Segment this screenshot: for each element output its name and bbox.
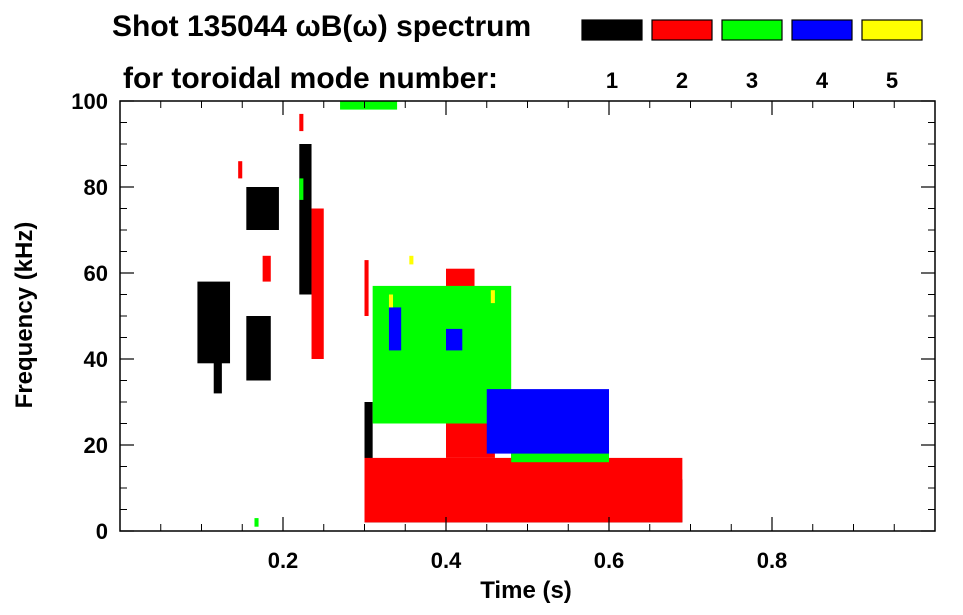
y-tick-label: 40: [84, 347, 108, 372]
spectrum-patch-mode-2: [238, 161, 243, 179]
spectrum-patch-mode-2: [299, 113, 304, 132]
spectrum-patch-mode-5: [388, 294, 394, 308]
spectrum-patch-mode-2: [311, 208, 324, 359]
legend-label-mode-1: 1: [606, 68, 618, 93]
legend-label-mode-4: 4: [816, 68, 829, 93]
y-tick-label: 20: [84, 433, 108, 458]
spectrum-patch-mode-2: [364, 457, 683, 523]
x-tick-label: 0.6: [594, 548, 625, 573]
mode-legend: 1 2 3 4 5: [581, 19, 923, 93]
y-tick-label: 0: [96, 519, 108, 544]
spectrum-patch-mode-2: [364, 260, 369, 316]
legend-label-mode-2: 2: [676, 68, 688, 93]
spectrum-patch-mode-5: [409, 255, 414, 265]
axis-ticks: 0.2 0.4 0.6 0.8 0 20 40 60 80 100: [71, 89, 935, 573]
y-tick-label: 100: [71, 89, 108, 114]
spectrum-patch-mode-5: [490, 290, 495, 304]
spectrum-patch-mode-1: [246, 187, 279, 230]
x-tick-label: 0.2: [268, 548, 299, 573]
x-tick-label: 0.4: [431, 548, 462, 573]
spectrum-patch-mode-1: [197, 281, 231, 364]
spectrum-patch-mode-1: [364, 402, 373, 467]
legend-label-mode-5: 5: [886, 68, 898, 93]
legend-swatch-mode-2: [651, 19, 713, 41]
spectrum-patch-mode-4: [486, 389, 609, 454]
series-mode-5: [388, 255, 495, 308]
legend-swatch-mode-1: [581, 19, 643, 41]
spectrum-patch-mode-1: [246, 316, 271, 381]
spectrum-patch-mode-3: [254, 518, 259, 527]
spectrum-patch-mode-4: [446, 328, 463, 351]
spectrum-patch-mode-4: [388, 307, 402, 351]
legend-label-mode-3: 3: [746, 68, 758, 93]
y-axis-label: Frequency (kHz): [11, 222, 38, 409]
chart-title: Shot 135044 ωB(ω) spectrum: [112, 10, 531, 43]
y-tick-label: 60: [84, 261, 108, 286]
chart-subtitle: for toroidal mode number:: [123, 62, 498, 95]
x-tick-label: 0.8: [757, 548, 788, 573]
spectrum-marks: [197, 101, 683, 527]
spectrum-patch-mode-3: [340, 101, 398, 110]
spectrum-patch-mode-2: [262, 255, 271, 282]
spectrum-patch-mode-1: [299, 144, 312, 295]
legend-swatch-mode-4: [791, 19, 853, 41]
y-tick-label: 80: [84, 175, 108, 200]
legend-swatch-mode-3: [721, 19, 783, 41]
x-axis-label: Time (s): [480, 577, 572, 604]
series-mode-4: [388, 307, 609, 454]
legend-swatch-mode-5: [861, 19, 923, 41]
spectrum-patch-mode-3: [299, 178, 304, 200]
spectrum-patch-mode-1: [213, 350, 222, 394]
